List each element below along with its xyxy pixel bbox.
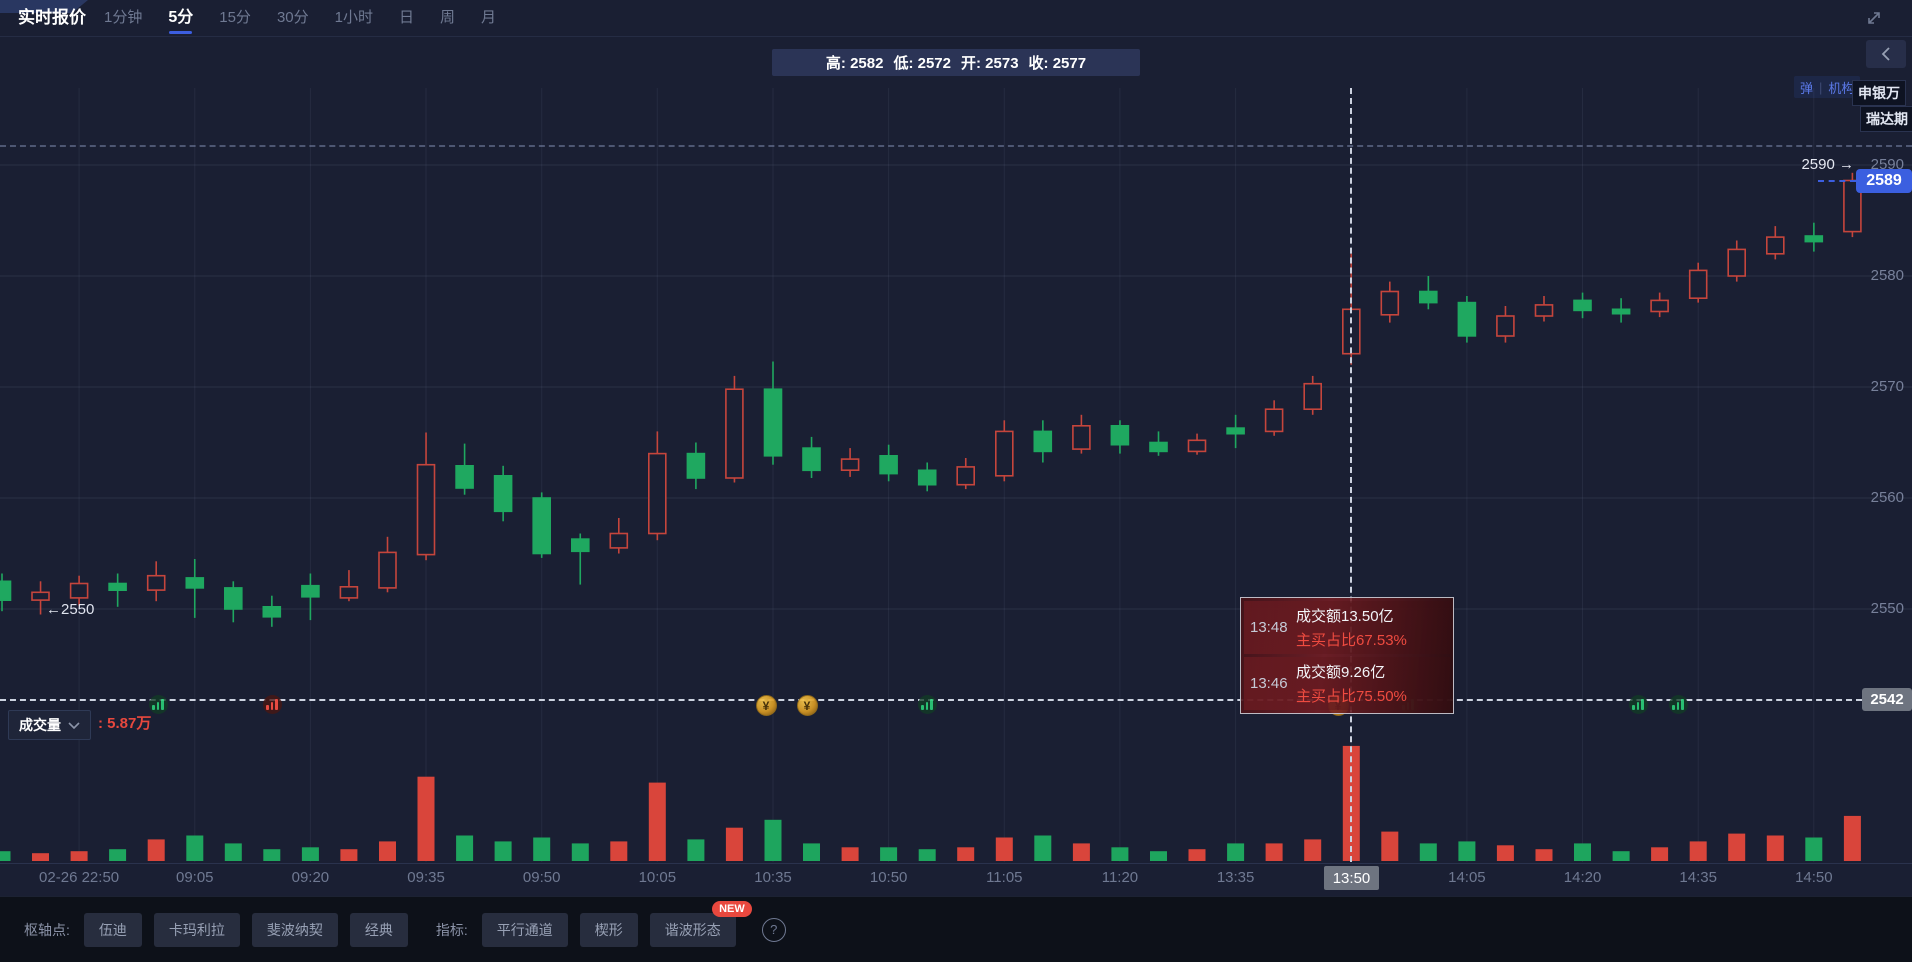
danmu-link[interactable]: 弹 [1800, 80, 1814, 96]
price-tick: 2550 [1870, 600, 1904, 617]
overlay-links: 弹 | 机构 [1794, 76, 1861, 98]
new-badge: NEW [712, 900, 752, 917]
timeframe-tabs: 1分钟 5分 15分 30分 1小时 日 周 月 [104, 0, 496, 36]
tooltip-row: 13:46 成交额9.26亿主买占比75.50% [1244, 657, 1450, 710]
signal-bars-icon[interactable] [1628, 695, 1648, 714]
current-price-dash-line [1818, 180, 1856, 182]
price-tick: 2570 [1870, 378, 1904, 395]
coin-icon[interactable]: ¥ [796, 695, 818, 716]
pivot-button[interactable]: 斐波纳契 [251, 912, 338, 947]
indicator-button[interactable]: 谐波形态 NEW [649, 900, 752, 947]
ohlc-info-bar: 高: 2582 低: 2572 开: 2573 收: 2577 [772, 49, 1140, 76]
signal-bars-icon[interactable] [917, 695, 937, 714]
price-alert-line[interactable] [0, 145, 1912, 147]
coin-icon[interactable]: ¥ [755, 695, 777, 716]
time-tick: 10:35 [754, 869, 792, 886]
volume-indicator-dropdown[interactable]: 成交量 [8, 710, 91, 740]
signal-bars-icon[interactable] [262, 695, 282, 714]
tooltip-time: 13:48 [1250, 619, 1288, 636]
ohlc-item: 开: 2573 [961, 55, 1019, 72]
volume-value: : 5.87万 [98, 715, 152, 732]
institution-link[interactable]: 机构 [1828, 80, 1855, 96]
price-tick: 2590 [1870, 156, 1904, 173]
price-annotation-2550: ←2550 [46, 601, 95, 618]
ohlc-item: 低: 2572 [893, 55, 951, 72]
help-icon[interactable]: ? [761, 917, 786, 942]
time-tick: 09:35 [407, 869, 445, 886]
timeframe-tab[interactable]: 日 [398, 9, 414, 26]
crosshair-time-badge: 13:50 [1324, 866, 1379, 890]
time-tick: 02-26 22:50 [39, 869, 120, 886]
pivot-label: 枢轴点: [24, 921, 70, 938]
tooltip-buy-ratio: 主买占比75.50% [1296, 688, 1407, 705]
signal-bars-icon[interactable] [1668, 695, 1688, 714]
corner-decoration [0, 0, 88, 13]
pivot-button[interactable]: 伍迪 [83, 912, 142, 947]
axis-separator [0, 863, 1912, 864]
tooltip-buy-ratio: 主买占比67.53% [1296, 632, 1407, 649]
crosshair-vertical-line [1350, 88, 1352, 862]
crosshair-price-badge: 2542 [1862, 688, 1912, 711]
time-tick: 09:20 [291, 869, 330, 886]
price-tick: 2580 [1870, 267, 1904, 284]
timeframe-tab[interactable]: 月 [481, 9, 497, 26]
indicator-button[interactable]: 平行通道 [481, 912, 568, 947]
expand-icon[interactable] [1862, 6, 1886, 30]
tooltip-turnover: 成交额9.26亿 [1296, 664, 1386, 681]
indicator-label: 指标: [435, 921, 468, 938]
time-tick: 09:05 [175, 869, 214, 886]
ohlc-item: 高: 2582 [825, 55, 884, 72]
tooltip-row: 13:48 成交额13.50亿 主买占比67.53% [1244, 601, 1450, 654]
link-divider: | [1819, 79, 1823, 95]
page-title: 实时报价 [18, 8, 86, 27]
tooltip-turnover: 成交额13.50亿 [1296, 608, 1394, 625]
timeframe-tab[interactable]: 30分 [276, 9, 309, 26]
price-tick: 2560 [1870, 489, 1904, 506]
pivot-buttons: 伍迪 卡玛利拉 斐波纳契 经典 [83, 912, 408, 947]
tooltip-time: 13:46 [1250, 675, 1288, 692]
pivot-button[interactable]: 卡玛利拉 [153, 912, 240, 947]
broker-tag-shenyinwan[interactable]: 申银万 [1852, 80, 1906, 106]
time-tick: 14:05 [1448, 869, 1486, 886]
indicator-buttons: 平行通道 楔形 谐波形态 NEW [481, 900, 752, 947]
timeframe-tab[interactable]: 1小时 [334, 9, 373, 26]
broker-tag-ruida[interactable]: 瑞达期 [1860, 106, 1912, 132]
timeframe-tab[interactable]: 1分钟 [104, 9, 143, 26]
indicator-button[interactable]: 楔形 [579, 912, 638, 947]
current-price-badge: 2589 [1856, 169, 1912, 193]
time-tick: 11:05 [986, 869, 1023, 886]
trade-detail-tooltip: 13:48 成交额13.50亿 主买占比67.53% 13:46 成交额9.26亿主买占… [1240, 597, 1454, 714]
time-tick: 09:50 [522, 869, 561, 886]
price-alert-annotation: 2590 → [1801, 156, 1854, 173]
pivot-button[interactable]: 经典 [349, 912, 408, 947]
chevron-down-icon [68, 721, 80, 729]
signal-bars-icon[interactable] [148, 695, 168, 714]
volume-indicator-label: 成交量 [19, 717, 61, 733]
timeframe-tab[interactable]: 5分 [168, 0, 193, 36]
time-tick: 10:50 [869, 869, 908, 886]
timeframe-tab[interactable]: 15分 [219, 9, 251, 26]
timeframe-tab[interactable]: 周 [439, 9, 455, 26]
top-bar: 实时报价 1分钟 5分 15分 30分 1小时 日 周 月 [0, 0, 1912, 37]
time-tick: 10:05 [638, 869, 677, 886]
time-tick: 14:50 [1795, 869, 1833, 886]
time-tick: 14:20 [1563, 869, 1602, 886]
collapse-panel-button[interactable] [1866, 40, 1906, 68]
ohlc-item: 收: 2577 [1028, 55, 1087, 72]
time-tick: 13:35 [1216, 869, 1255, 886]
chevron-left-icon [1881, 47, 1890, 61]
time-tick: 11:20 [1101, 869, 1139, 886]
time-tick: 14:35 [1679, 869, 1717, 886]
bottom-toolbar: 枢轴点: 伍迪 卡玛利拉 斐波纳契 经典 指标: 平行通道 楔形 谐波形态 NEW ? [0, 896, 1912, 962]
